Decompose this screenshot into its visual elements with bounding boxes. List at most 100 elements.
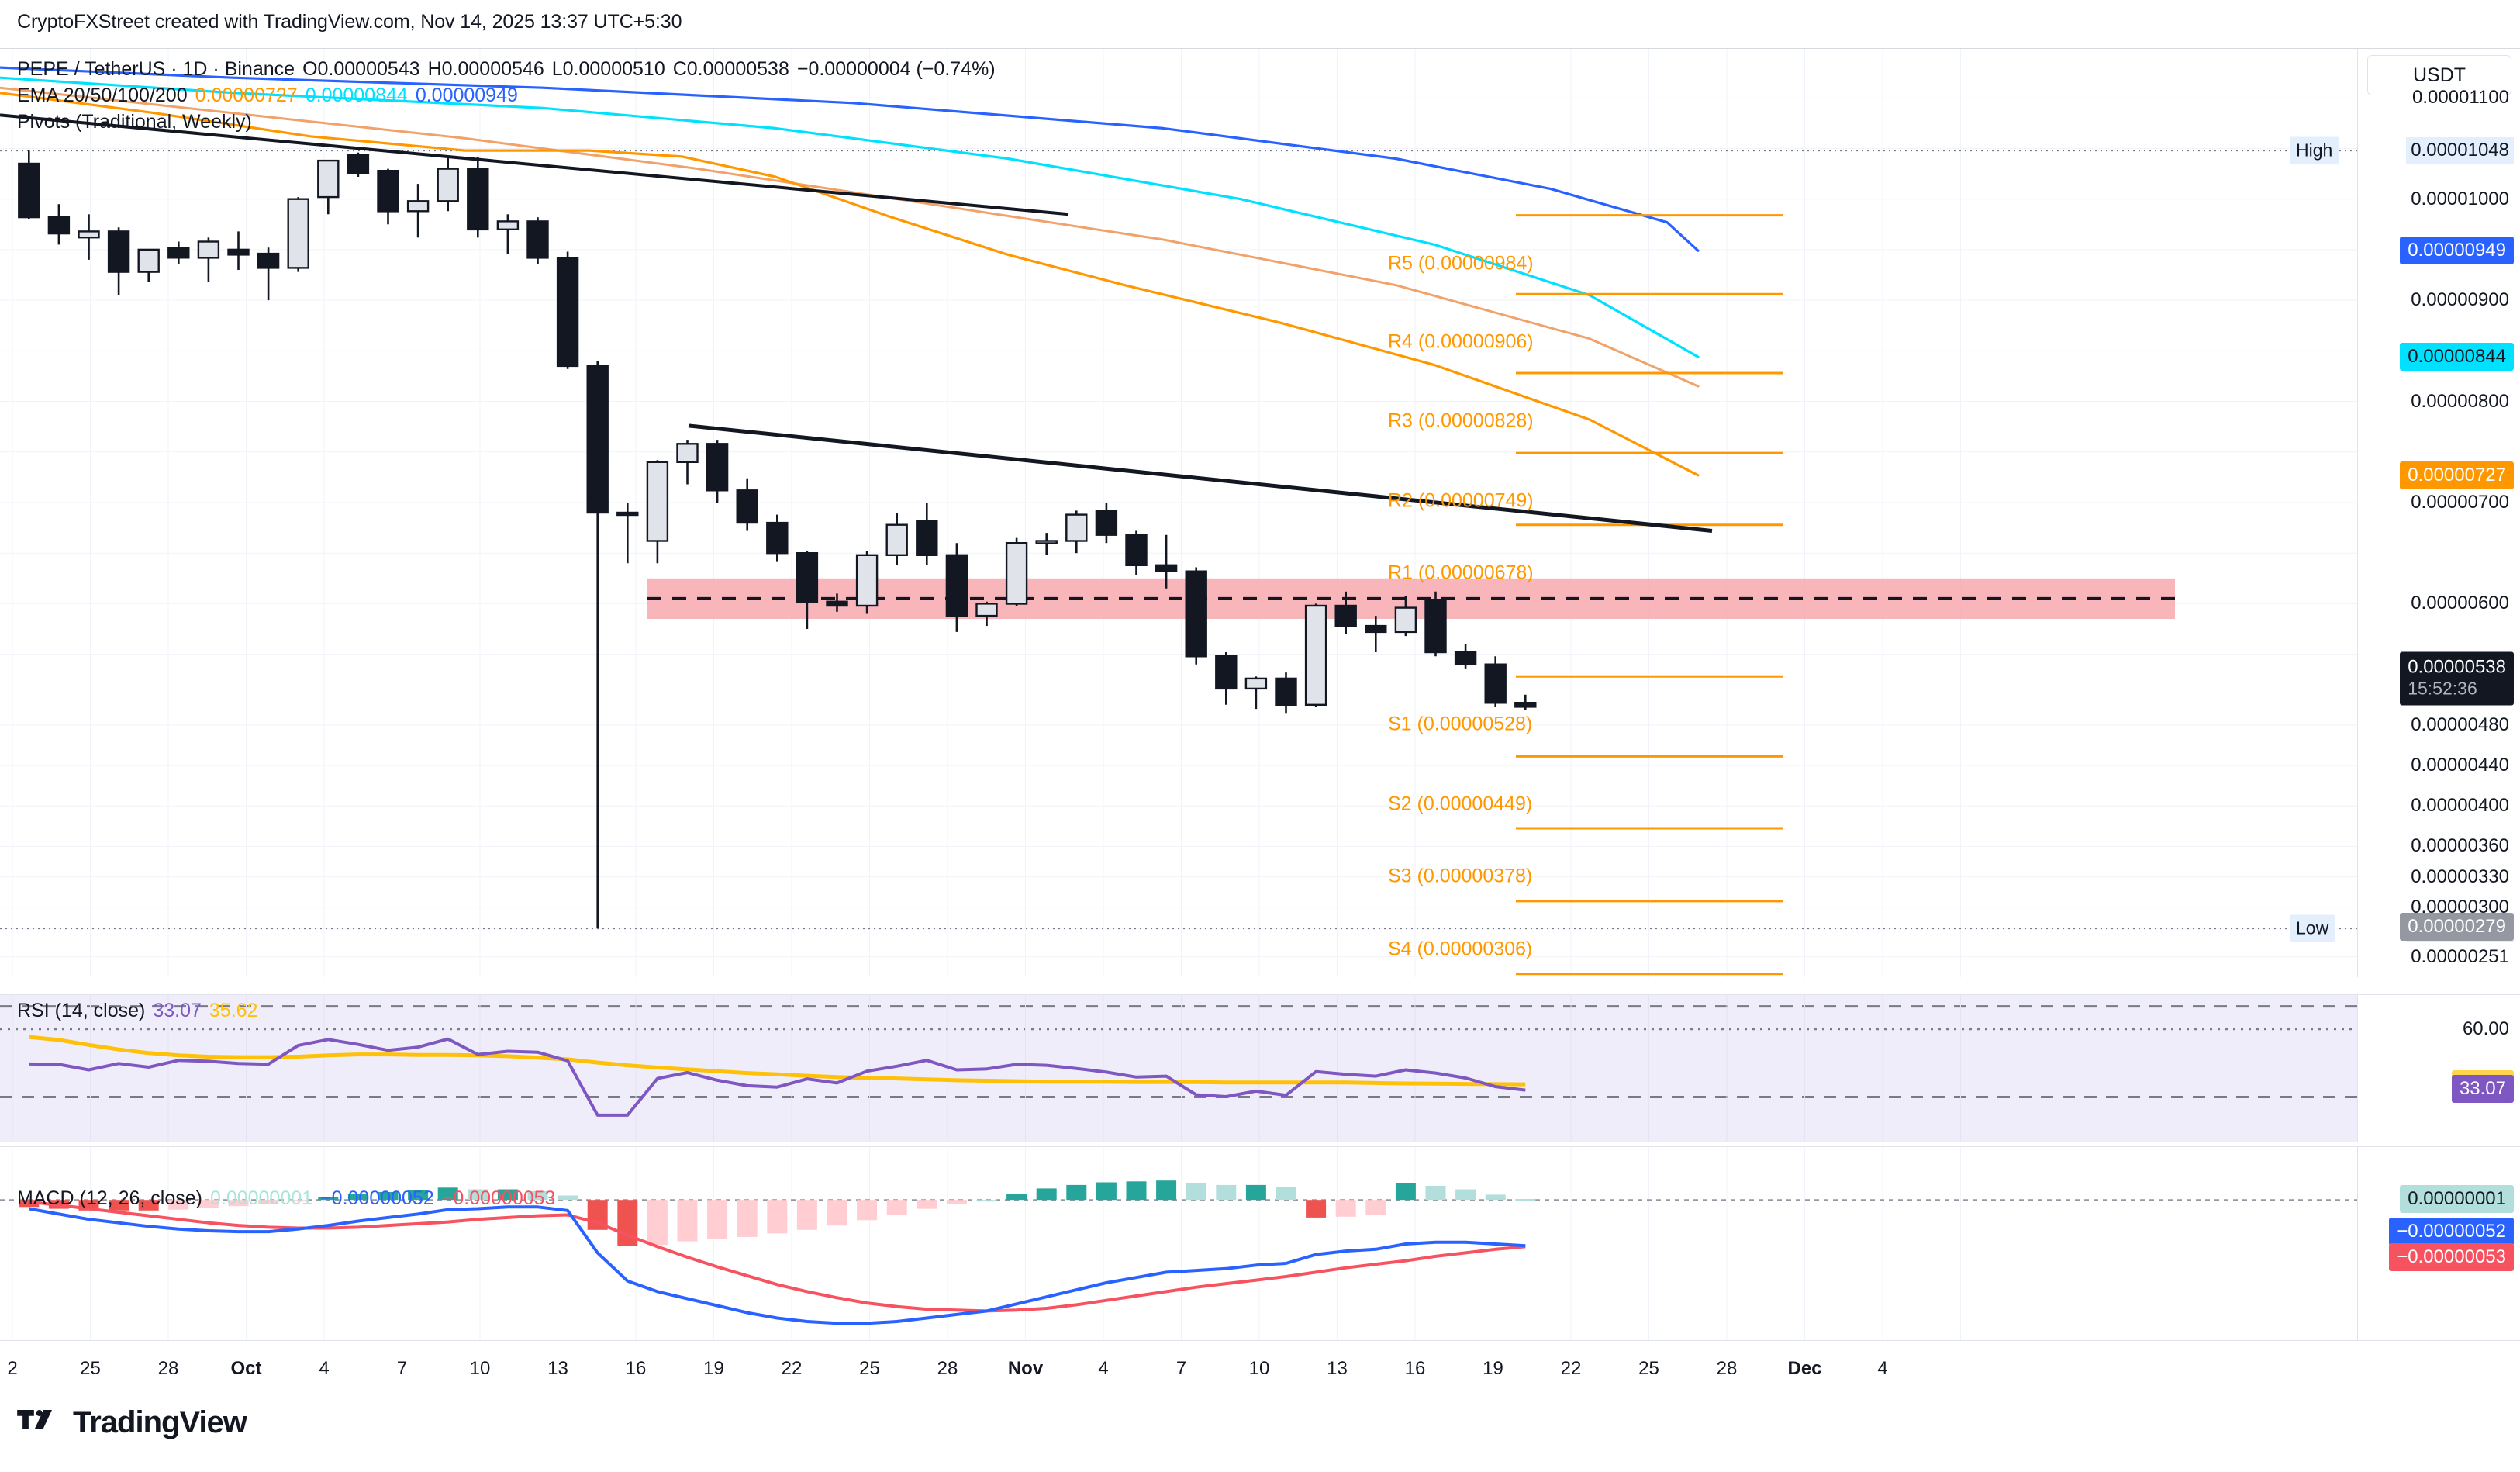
- time-tick: 28: [1716, 1358, 1738, 1379]
- time-tick: 10: [469, 1358, 491, 1379]
- time-tick: 4: [319, 1358, 330, 1379]
- symbol-legend-row[interactable]: PEPE / TetherUS · 1D · Binance O0.0000054…: [17, 58, 996, 80]
- time-tick: 7: [396, 1358, 408, 1379]
- price-tick: 0.00000900: [2411, 289, 2509, 311]
- macd-axis[interactable]: 0.00000001 −0.00000052 −0.00000053: [2357, 1147, 2520, 1340]
- pivot-label-r4: R4 (0.00000906): [1388, 330, 1534, 353]
- time-tick: 28: [157, 1358, 179, 1379]
- ema20-badge: 0.00000727: [2400, 461, 2514, 489]
- time-tick: 19: [1483, 1358, 1503, 1379]
- symbol-pair[interactable]: PEPE / TetherUS: [17, 58, 166, 80]
- price-tick: 0.00000400: [2411, 795, 2509, 817]
- pivots-title[interactable]: Pivots (Traditional, Weekly): [17, 111, 252, 133]
- price-axis[interactable]: USDT 0.00001100 0.00001000 0.00000900 0.000…: [2290, 49, 2520, 977]
- time-tick-month: Dec: [1787, 1358, 1822, 1379]
- time-tick: 4: [1877, 1358, 1888, 1379]
- time-tick: 25: [859, 1358, 880, 1379]
- attribution-text: CryptoFXStreet created with TradingView.…: [17, 11, 682, 33]
- time-tick: 16: [625, 1358, 647, 1379]
- price-tick: 0.00000480: [2411, 714, 2509, 735]
- ohlc-close: C0.00000538: [672, 58, 789, 80]
- pivot-label-s3: S3 (0.00000378): [1388, 865, 1533, 887]
- time-tick: 25: [80, 1358, 101, 1379]
- time-axis[interactable]: 2 25 28 Oct 4 7 10 13 16 19 22 25 28 Nov 4 7 10 13 16 19 22 2…: [0, 1340, 2520, 1404]
- time-tick: 13: [1327, 1358, 1348, 1379]
- macd-hist-badge: 0.00000001: [2400, 1185, 2514, 1214]
- bar-countdown: 15:52:36: [2408, 678, 2477, 699]
- current-price: 0.00000538: [2408, 656, 2506, 678]
- price-tick: 0.00000700: [2411, 491, 2509, 513]
- low-marker: Low: [2290, 914, 2335, 942]
- tradingview-logo-icon: [17, 1409, 52, 1429]
- pivot-label-s2: S2 (0.00000449): [1388, 793, 1533, 815]
- time-tick: 7: [1175, 1358, 1187, 1379]
- pivots-legend-row[interactable]: Pivots (Traditional, Weekly): [17, 109, 996, 135]
- pivot-label-r5: R5 (0.00000984): [1388, 252, 1534, 275]
- ema50-badge: 0.00000844: [2400, 343, 2514, 371]
- macd-legend-row[interactable]: MACD (12, 26, close) 0.00000001 −0.0000005…: [17, 1185, 555, 1211]
- time-tick: 22: [1560, 1358, 1582, 1379]
- rsi-axis[interactable]: 60.0035.6233.07: [2357, 995, 2520, 1142]
- ema100-value: 0.00000949: [415, 85, 518, 106]
- time-tick-month: Oct: [230, 1358, 262, 1379]
- price-tick: 0.00000251: [2411, 945, 2509, 967]
- ema50-value: 0.00000844: [305, 85, 408, 106]
- rsi-plot-area[interactable]: [0, 995, 2357, 1142]
- price-pane[interactable]: USDT 0.00001100 0.00001000 0.00000900 0.000…: [0, 48, 2520, 1032]
- currency-selector[interactable]: USDT: [2367, 55, 2511, 95]
- price-tick: 0.00000600: [2411, 593, 2509, 614]
- pivot-label-s1: S1 (0.00000528): [1388, 713, 1533, 735]
- price-tick: 0.00000330: [2411, 866, 2509, 887]
- price-tick: 0.00000800: [2411, 390, 2509, 412]
- rsi-value: 33.07: [153, 1000, 202, 1021]
- rsi-legend: RSI (14, close) 33.07 35.62: [17, 997, 257, 1024]
- time-tick: 2: [7, 1358, 18, 1379]
- rsi-background: [0, 995, 2357, 1142]
- rsi-title[interactable]: RSI (14, close): [17, 1000, 146, 1021]
- pivot-label-r2: R2 (0.00000749): [1388, 489, 1534, 512]
- price-legend: PEPE / TetherUS · 1D · Binance O0.0000054…: [17, 56, 996, 135]
- low-line-badge: 0.00000279: [2400, 913, 2514, 941]
- time-tick: 22: [781, 1358, 803, 1379]
- time-tick: 16: [1404, 1358, 1426, 1379]
- rsi-ma-value: 35.62: [209, 1000, 258, 1021]
- time-tick: 19: [703, 1358, 724, 1379]
- rsi-tick: 60.00: [2462, 1018, 2509, 1039]
- high-marker-value: 0.00001048: [2406, 137, 2514, 164]
- symbol-exchange[interactable]: Binance: [224, 58, 295, 80]
- high-marker: High: [2290, 136, 2339, 164]
- time-tick-month: Nov: [1007, 1358, 1044, 1379]
- macd-signal-badge: −0.00000053: [2389, 1243, 2514, 1272]
- ohlc-low: L0.00000510: [551, 58, 665, 80]
- symbol-interval[interactable]: 1D: [182, 58, 208, 80]
- ohlc-change: −0.00000004 (−0.74%): [796, 58, 996, 80]
- current-price-badge: 0.00000538 15:52:36: [2400, 651, 2514, 706]
- footer-branding: TradingView: [17, 1405, 247, 1440]
- ema20-value: 0.00000727: [195, 85, 298, 106]
- price-plot-area[interactable]: [0, 49, 2357, 977]
- rsi-legend-row[interactable]: RSI (14, close) 33.07 35.62: [17, 997, 257, 1024]
- macd-pane[interactable]: 0.00000001 −0.00000052 −0.00000053: [0, 1146, 2520, 1340]
- ema100-badge: 0.00000949: [2400, 237, 2514, 265]
- macd-line-value: −0.00000052: [320, 1187, 434, 1209]
- rsi-pane[interactable]: 60.00 35.62 33.07: [0, 994, 2520, 1142]
- price-tick: 0.00000440: [2411, 755, 2509, 776]
- time-tick: 10: [1248, 1358, 1270, 1379]
- time-tick: 4: [1098, 1358, 1109, 1379]
- ema-legend-row[interactable]: EMA 20/50/100/200 0.00000727 0.00000844 0.0…: [17, 82, 996, 109]
- time-tick: 28: [937, 1358, 958, 1379]
- macd-plot-area[interactable]: [0, 1147, 2357, 1340]
- macd-signal-value: −0.00000053: [441, 1187, 556, 1209]
- pivot-label-s4: S4 (0.00000306): [1388, 938, 1533, 960]
- macd-title[interactable]: MACD (12, 26, close): [17, 1187, 202, 1209]
- rsi-value-badge: 33.07: [2451, 1074, 2514, 1103]
- macd-legend: MACD (12, 26, close) 0.00000001 −0.0000005…: [17, 1185, 555, 1211]
- pivot-label-r3: R3 (0.00000828): [1388, 409, 1534, 432]
- ohlc-high: H0.00000546: [427, 58, 544, 80]
- ema-title[interactable]: EMA 20/50/100/200: [17, 85, 188, 106]
- price-tick: 0.00000360: [2411, 835, 2509, 857]
- price-tick: 0.00001100: [2411, 87, 2509, 109]
- pivot-label-r1: R1 (0.00000678): [1388, 562, 1534, 584]
- macd-line-badge: −0.00000052: [2389, 1218, 2514, 1246]
- ohlc-open: O0.00000543: [302, 58, 420, 80]
